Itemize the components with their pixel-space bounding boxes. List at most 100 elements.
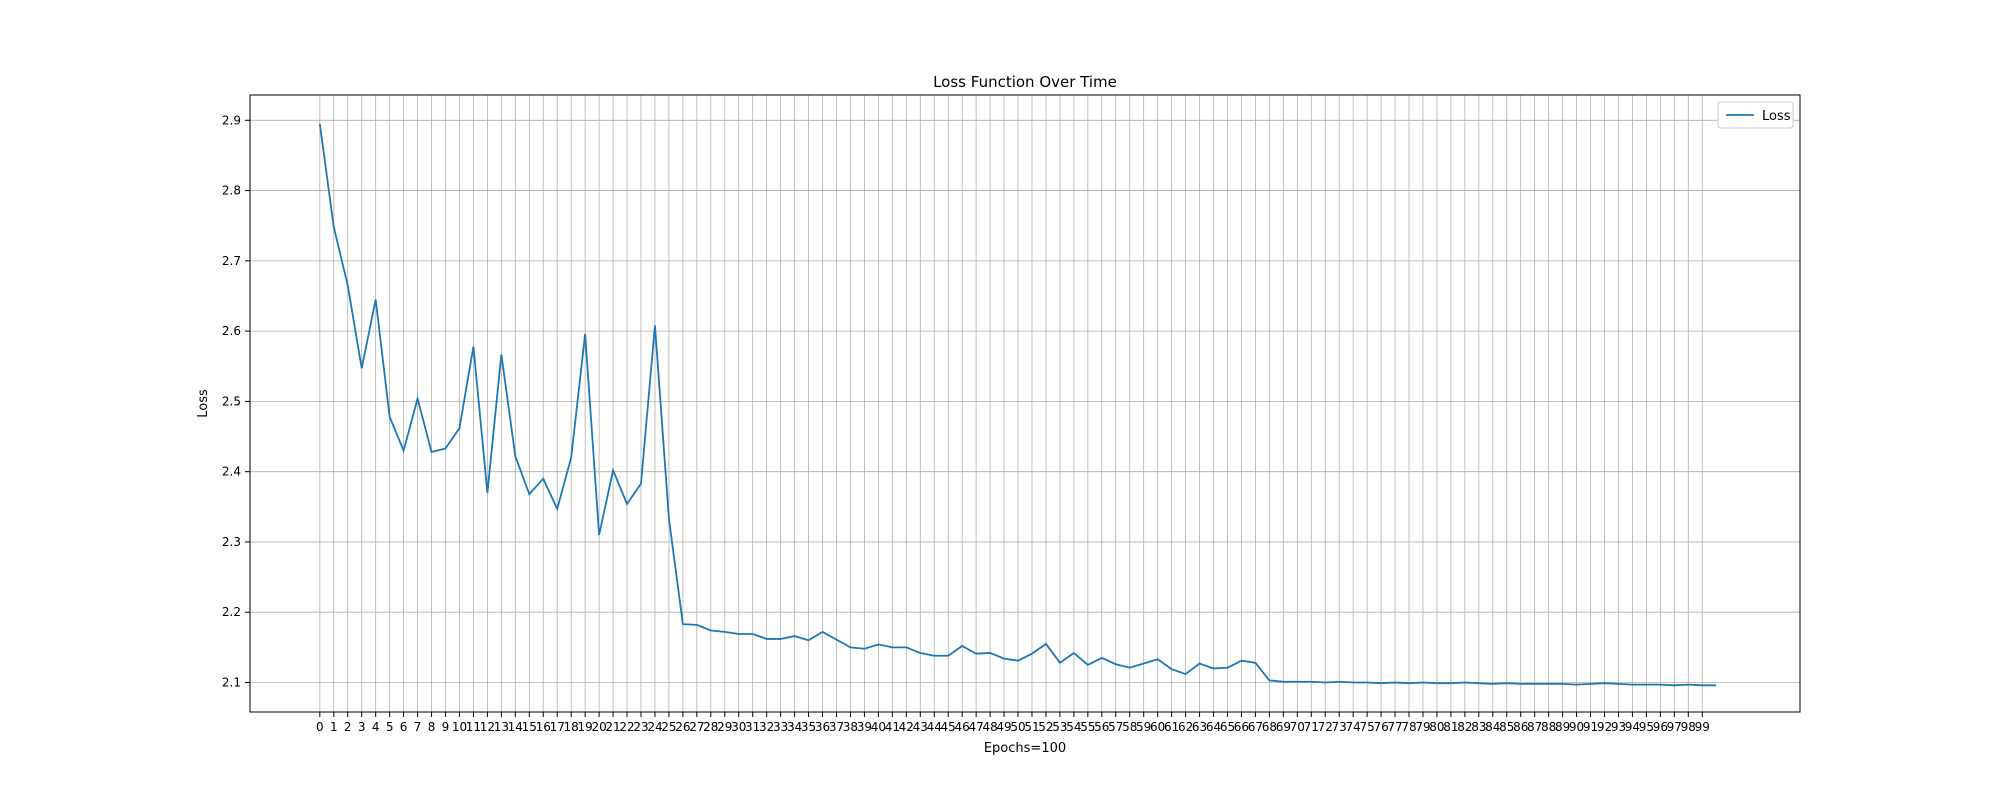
x-tick-label: 12 [480, 720, 495, 734]
x-tick-label: 98 [1681, 720, 1696, 734]
x-tick-label: 60 [1150, 720, 1165, 734]
x-tick-label: 41 [885, 720, 900, 734]
x-tick-label: 40 [871, 720, 886, 734]
x-tick-label: 15 [522, 720, 537, 734]
chart-title: Loss Function Over Time [933, 73, 1117, 91]
x-tick-label: 84 [1485, 720, 1500, 734]
x-tick-label: 8 [428, 720, 436, 734]
x-tick-label: 45 [941, 720, 956, 734]
x-tick-label: 99 [1695, 720, 1710, 734]
x-tick-label: 56 [1094, 720, 1109, 734]
y-tick-label: 2.4 [222, 465, 241, 479]
x-axis-label: Epochs=100 [984, 741, 1066, 756]
x-tick-label: 7 [414, 720, 422, 734]
x-tick-label: 82 [1457, 720, 1472, 734]
x-tick-label: 0 [316, 720, 324, 734]
x-tick-label: 62 [1178, 720, 1193, 734]
x-tick-label: 93 [1611, 720, 1626, 734]
x-tick-label: 9 [442, 720, 450, 734]
x-tick-label: 49 [996, 720, 1011, 734]
x-tick-label: 14 [508, 720, 523, 734]
x-tick-label: 44 [927, 720, 942, 734]
x-tick-label: 89 [1555, 720, 1570, 734]
x-tick-label: 65 [1220, 720, 1235, 734]
x-tick-label: 47 [968, 720, 983, 734]
x-tick-label: 58 [1122, 720, 1137, 734]
x-tick-label: 73 [1332, 720, 1347, 734]
legend-box [1717, 101, 1794, 129]
y-tick-label: 2.5 [222, 394, 241, 408]
x-tick-label: 39 [857, 720, 872, 734]
x-tick-label: 38 [843, 720, 858, 734]
x-tick-label: 1 [330, 720, 338, 734]
x-tick-label: 34 [787, 720, 802, 734]
x-tick-label: 37 [829, 720, 844, 734]
x-tick-label: 87 [1527, 720, 1542, 734]
x-tick-label: 83 [1471, 720, 1486, 734]
x-tick-label: 92 [1597, 720, 1612, 734]
y-axis-ticks: 2.1 2.2 2.3 2.4 2.5 2.6 2.7 2.8 2.9 [222, 113, 250, 689]
x-tick-label: 13 [494, 720, 509, 734]
x-tick-label: 25 [661, 720, 676, 734]
x-tick-label: 77 [1387, 720, 1402, 734]
x-tick-label: 19 [577, 720, 592, 734]
x-tick-label: 90 [1569, 720, 1584, 734]
x-tick-label: 69 [1276, 720, 1291, 734]
x-tick-label: 55 [1080, 720, 1095, 734]
x-tick-label: 57 [1108, 720, 1123, 734]
y-tick-label: 2.3 [222, 535, 241, 549]
x-tick-label: 20 [591, 720, 606, 734]
x-tick-label: 21 [605, 720, 620, 734]
y-tick-label: 2.6 [222, 324, 241, 338]
y-axis-label: Loss [196, 389, 211, 418]
x-tick-label: 33 [773, 720, 788, 734]
x-tick-label: 68 [1262, 720, 1277, 734]
x-tick-label: 79 [1415, 720, 1430, 734]
x-tick-label: 30 [731, 720, 746, 734]
x-tick-label: 16 [536, 720, 551, 734]
x-tick-label: 88 [1541, 720, 1556, 734]
x-tick-label: 50 [1010, 720, 1025, 734]
x-tick-label: 61 [1164, 720, 1179, 734]
x-tick-label: 42 [899, 720, 914, 734]
vertical-gridlines [319, 95, 1703, 712]
x-tick-label: 5 [386, 720, 394, 734]
x-tick-label: 74 [1346, 720, 1361, 734]
x-tick-label: 10 [452, 720, 467, 734]
x-tick-label: 75 [1359, 720, 1374, 734]
legend-entry-loss: Loss [1762, 109, 1791, 124]
plot-frame [249, 94, 1801, 713]
y-tick-label: 2.1 [222, 675, 241, 689]
x-tick-label: 66 [1234, 720, 1249, 734]
x-tick-label: 36 [815, 720, 830, 734]
x-tick-label: 43 [913, 720, 928, 734]
x-tick-label: 76 [1373, 720, 1388, 734]
x-tick-label: 11 [466, 720, 481, 734]
y-tick-label: 2.7 [222, 254, 241, 268]
x-tick-label: 51 [1024, 720, 1039, 734]
x-tick-label: 31 [745, 720, 760, 734]
x-tick-label: 97 [1667, 720, 1682, 734]
x-tick-label: 54 [1066, 720, 1081, 734]
x-tick-label: 26 [675, 720, 690, 734]
legend: Loss [1717, 101, 1794, 129]
x-tick-label: 67 [1248, 720, 1263, 734]
x-tick-label: 91 [1583, 720, 1598, 734]
x-tick-label: 72 [1318, 720, 1333, 734]
horizontal-gridlines [250, 119, 1800, 683]
x-tick-label: 94 [1625, 720, 1640, 734]
x-tick-label: 85 [1499, 720, 1514, 734]
x-tick-label: 70 [1290, 720, 1305, 734]
x-tick-label: 27 [689, 720, 704, 734]
x-tick-label: 23 [633, 720, 648, 734]
x-tick-label: 52 [1038, 720, 1053, 734]
x-tick-label: 35 [801, 720, 816, 734]
x-tick-label: 48 [982, 720, 997, 734]
x-tick-label: 4 [372, 720, 380, 734]
x-tick-label: 3 [358, 720, 366, 734]
x-tick-label: 86 [1513, 720, 1528, 734]
x-tick-label: 63 [1192, 720, 1207, 734]
x-tick-label: 80 [1429, 720, 1444, 734]
x-tick-label: 46 [955, 720, 970, 734]
